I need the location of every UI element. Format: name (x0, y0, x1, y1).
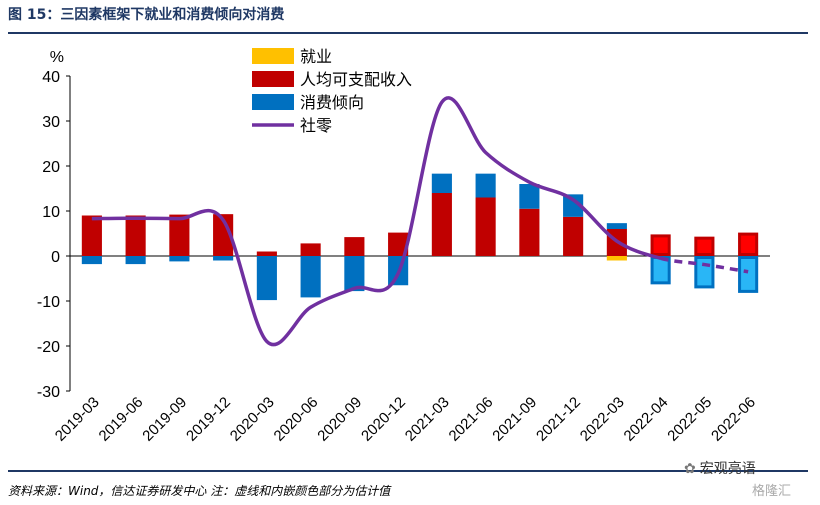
bar-income (81, 215, 102, 256)
bar-propensity (213, 256, 234, 261)
x-tick-label: 2022-04 (620, 394, 671, 445)
bar-income (213, 214, 234, 256)
bar-income (694, 236, 715, 256)
y-tick-label: 20 (42, 159, 60, 176)
bar-income (125, 215, 146, 256)
x-tick-label: 2020-03 (227, 394, 278, 445)
bar-income (344, 237, 365, 256)
title-rule (8, 32, 808, 34)
bar-propensity (344, 256, 365, 292)
legend-label: 就业 (300, 47, 332, 66)
bar-propensity (431, 173, 452, 193)
watermark: ✿ 宏观亮语 (684, 458, 756, 478)
watermark-name: 宏观亮语 (699, 461, 756, 477)
bar-income (388, 232, 409, 256)
legend-label: 人均可支配收入 (300, 70, 412, 89)
bar-income (431, 193, 452, 256)
watermark-sub: 格隆汇 (752, 484, 792, 499)
bar-income (300, 243, 321, 256)
bar-propensity (563, 194, 584, 217)
bar-propensity (606, 223, 627, 229)
retail-sales-line (91, 96, 662, 347)
y-tick-label: -30 (37, 384, 60, 401)
source-note: 资料来源：Wind，信达证券研发中心 注：虚线和内嵌颜色部分为估计值 (8, 484, 391, 498)
x-tick-label: 2020-12 (358, 394, 409, 445)
wechat-icon: ✿ (684, 461, 696, 477)
retail-sales-line-estimated (660, 256, 749, 274)
x-tick-label: 2022-03 (577, 394, 628, 445)
y-tick-label: 10 (42, 204, 60, 221)
bar-propensity (738, 256, 759, 293)
x-tick-label: 2021-09 (489, 394, 540, 445)
bar-income (519, 208, 540, 256)
figure-title: 图 15：三因素框架下就业和消费倾向对消费 (8, 7, 285, 23)
x-tick-label: 2021-12 (533, 394, 584, 445)
x-tick-label: 2021-03 (402, 394, 453, 445)
x-tick-label: 2019-06 (95, 394, 146, 445)
bar-propensity (300, 256, 321, 298)
bar-income (738, 232, 759, 257)
y-tick-label: 30 (42, 114, 60, 131)
x-tick-label: 2020-09 (314, 394, 365, 445)
bar-employment (606, 256, 627, 261)
x-tick-label: 2022-05 (664, 394, 715, 445)
x-tick-label: 2019-12 (183, 394, 234, 445)
x-tick-label: 2020-06 (270, 394, 321, 445)
bar-income (563, 216, 584, 256)
bar-propensity (125, 256, 146, 265)
x-tick-label: 2019-09 (139, 394, 190, 445)
bar-income (256, 251, 277, 256)
footer-rule (8, 470, 808, 472)
chart-line (91, 96, 749, 347)
legend-swatch (252, 94, 294, 110)
bar-propensity (475, 173, 496, 198)
y-unit-label: % (50, 49, 64, 66)
legend-label: 社零 (300, 116, 332, 135)
y-tick-label: 40 (42, 69, 60, 86)
y-tick-label: -20 (37, 339, 60, 356)
y-tick-label: 0 (51, 249, 60, 266)
y-tick-label: -10 (37, 294, 60, 311)
bar-propensity (256, 256, 277, 301)
bar-propensity (169, 256, 190, 262)
legend-swatch (252, 48, 294, 64)
bar-income (650, 234, 671, 256)
bar-propensity (519, 184, 540, 209)
legend-swatch (252, 71, 294, 87)
x-tick-label: 2019-03 (52, 394, 103, 445)
x-tick-label: 2021-06 (445, 394, 496, 445)
x-tick-label: 2022-06 (708, 394, 759, 445)
bar-propensity (81, 256, 102, 265)
bar-income (169, 214, 190, 256)
bar-propensity (694, 256, 715, 289)
legend-label: 消费倾向 (300, 93, 364, 112)
bar-income (475, 197, 496, 256)
